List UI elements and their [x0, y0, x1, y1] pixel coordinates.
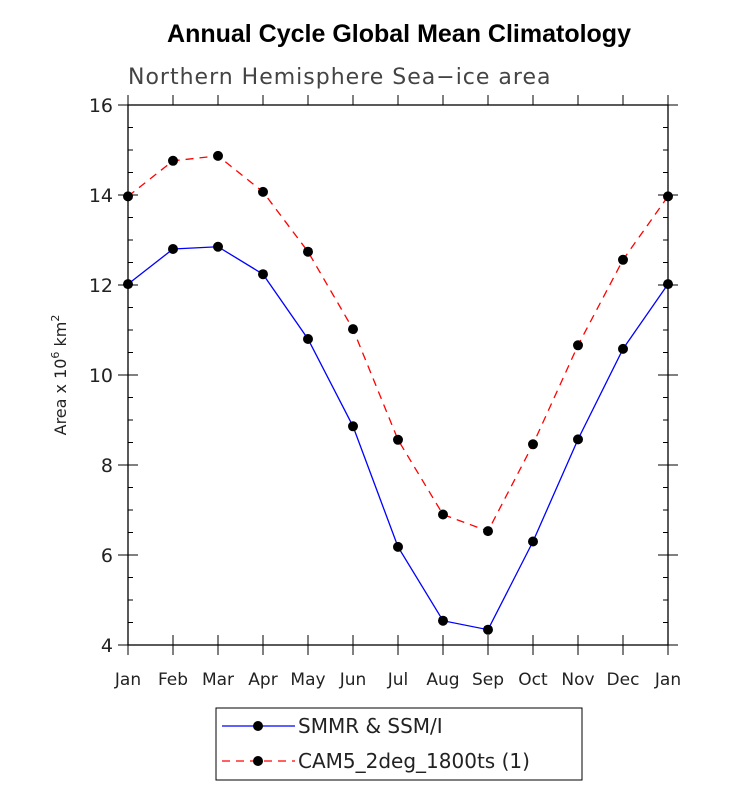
x-axis: Jan Feb Mar Apr May Jun Jul Aug Sep Oct Nov Dec Jan [114, 95, 681, 690]
legend: SMMR & SSM/I CAM5_2deg_1800ts (1) [215, 707, 583, 781]
y-axis-label: Area x 106 km2 [49, 315, 70, 436]
series-0-point [348, 421, 358, 432]
series-0-point [213, 241, 223, 252]
series-1-point [393, 434, 403, 445]
series-0-point [303, 334, 313, 344]
x-tick-label: Dec [607, 670, 640, 690]
series-1-point [528, 439, 538, 450]
legend-label-smmr: SMMR & SSM/I [298, 714, 443, 738]
y-tick-label: 10 [89, 365, 113, 387]
series-0-point [528, 536, 538, 547]
series-1-point [573, 340, 583, 351]
series-1-point [213, 150, 223, 161]
y-axis-label-exponent: 6 [49, 352, 62, 359]
series-1-point [438, 509, 448, 520]
series-1-point [663, 191, 673, 202]
y-tick-label: 6 [101, 545, 113, 567]
x-tick-label: Jan [654, 670, 681, 690]
y-tick-label: 8 [101, 455, 113, 477]
y-axis-label-unit-exponent: 2 [49, 315, 62, 322]
series-1-point [123, 191, 133, 202]
legend-marker-smmr [253, 721, 263, 731]
series-0-point [438, 615, 448, 626]
x-tick-label: Jun [339, 670, 367, 690]
series-0-point [483, 624, 493, 635]
y-tick-label: 16 [89, 95, 113, 117]
series-0-point [168, 244, 178, 254]
legend-marker-cam5 [253, 756, 263, 766]
y-tick-label: 4 [101, 635, 113, 657]
x-tick-label: Oct [518, 670, 548, 690]
legend-label-cam5: CAM5_2deg_1800ts (1) [298, 749, 530, 773]
x-tick-label: Aug [426, 670, 459, 690]
y-tick-label: 12 [89, 275, 113, 297]
series-layer [123, 150, 673, 635]
legend-box [215, 707, 583, 781]
series-0-point [663, 279, 673, 290]
series-0-point [573, 434, 583, 445]
chart-subtitle: Northern Hemisphere Sea−ice area [128, 65, 552, 90]
series-1-point [258, 186, 268, 197]
series-1-point [348, 324, 358, 335]
x-tick-label: May [290, 670, 325, 690]
y-axis-label-unit: km [51, 322, 70, 352]
x-tick-label: Feb [158, 670, 188, 690]
series-1-point [168, 155, 178, 166]
series-0-point [393, 541, 403, 552]
y-tick-label: 14 [89, 185, 113, 207]
series-1-point [618, 254, 628, 265]
series-0-point [258, 269, 268, 280]
x-tick-label: Jul [387, 670, 409, 690]
plot-frame [127, 104, 669, 646]
series-0-point [618, 343, 628, 354]
series-0-point [123, 279, 133, 290]
y-axis: 4 6 8 10 12 14 16 [89, 95, 678, 657]
x-tick-label: Nov [561, 670, 594, 690]
x-tick-label: Sep [472, 670, 504, 690]
series-1-point [303, 246, 313, 257]
chart-title: Annual Cycle Global Mean Climatology [167, 20, 631, 48]
x-tick-label: Mar [202, 670, 234, 690]
x-tick-label: Apr [248, 670, 277, 690]
series-line-1 [127, 155, 669, 532]
y-axis-label-main: Area x 10 [51, 359, 70, 436]
x-tick-label: Jan [114, 670, 141, 690]
series-1-point [483, 526, 493, 537]
